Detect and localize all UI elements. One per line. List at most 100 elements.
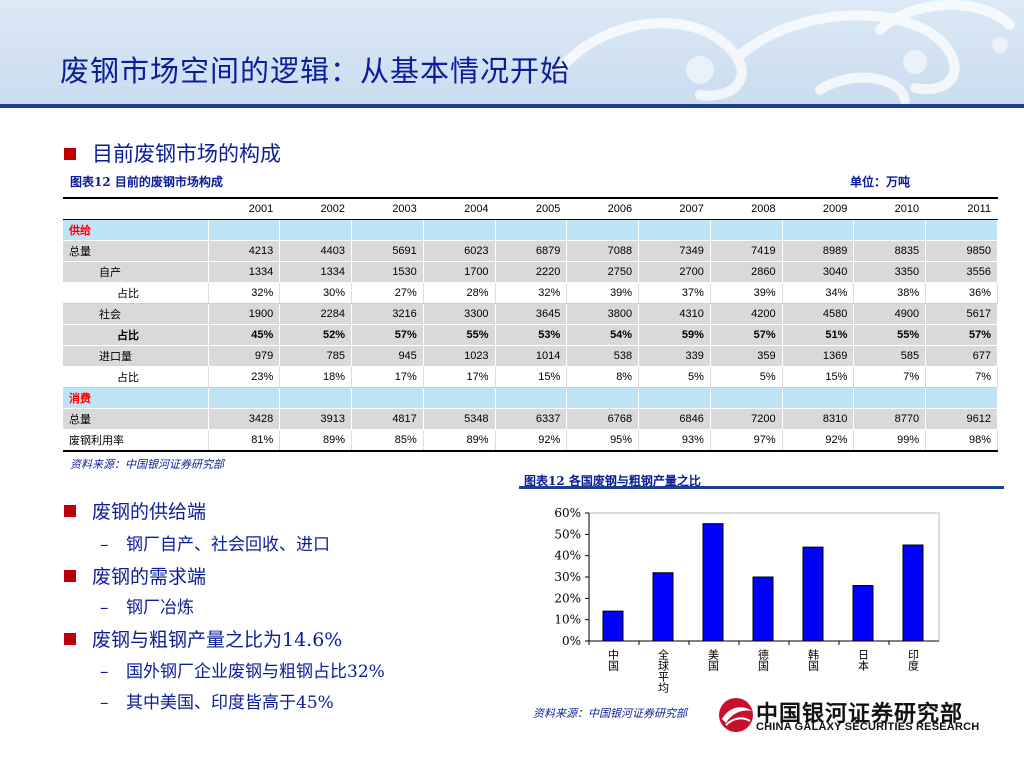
table-cell: 4310 (638, 303, 711, 325)
bullet-item: 废钢的需求端 (64, 562, 206, 589)
table-cell: 5% (710, 366, 783, 388)
table-cell (351, 387, 424, 409)
table-cell: 15% (495, 366, 568, 388)
table-cell (208, 387, 281, 409)
table-row: 进口量 979 785 945 1023 1014 538 339 359 1369 585 677 (63, 345, 998, 367)
table-cell: 5617 (925, 303, 998, 325)
table-cell: 979 (208, 345, 281, 367)
table-cell: 5% (638, 366, 711, 388)
table-cell: 6337 (495, 408, 568, 430)
year-header: 2009 (782, 197, 855, 220)
bullet-square-icon (64, 570, 76, 582)
table-cell: 2750 (566, 261, 640, 283)
chart-source: 资料来源：中国银河证券研究部 (533, 707, 687, 720)
y-tick-label: 50% (554, 527, 581, 541)
bullet-square-icon (64, 148, 76, 160)
table-cell: 37% (638, 282, 711, 304)
bullet-text: 废钢与粗钢产量之比为14.6% (92, 629, 343, 651)
scrap-steel-table: 2001 2002 2003 2004 2005 2006 2007 2008 2009 2010… (63, 197, 998, 452)
table-cell: 7349 (638, 240, 711, 262)
table-cell: 8% (566, 366, 640, 388)
table-cell: 32% (208, 282, 281, 304)
table-cell: 3556 (925, 261, 998, 283)
table-cell (710, 387, 783, 409)
year-header: 2008 (710, 197, 783, 220)
year-header: 2005 (495, 197, 568, 220)
y-tick-label: 60% (554, 506, 581, 520)
table-cell: 3350 (853, 261, 927, 283)
table-cell: 59% (638, 324, 711, 346)
sub-bullet-item: – 钢厂自产、社会回收、进口 (100, 530, 330, 555)
table-cell: 36% (925, 282, 998, 304)
table-cell: 8770 (853, 408, 927, 430)
table-cell: 3040 (782, 261, 855, 283)
table-cell: 81% (208, 429, 281, 452)
dash-icon: – (100, 662, 109, 682)
table-cell: 92% (782, 429, 855, 452)
table-cell (351, 219, 424, 241)
row-label: 占比 (63, 366, 209, 388)
x-tick-label: 日本 (857, 649, 870, 672)
table-cell: 57% (351, 324, 424, 346)
year-header: 2007 (638, 197, 711, 220)
table-cell (566, 387, 640, 409)
table-cell: 677 (925, 345, 998, 367)
header-underline (0, 104, 1024, 108)
table-cell: 1900 (208, 303, 281, 325)
table-unit: 单位：万吨 (850, 175, 911, 189)
table-cell: 54% (566, 324, 640, 346)
table-cell: 6768 (566, 408, 640, 430)
table-cell: 8310 (782, 408, 855, 430)
table-cell (925, 387, 998, 409)
sub-bullet-item: – 其中美国、印度皆高于45% (100, 688, 334, 713)
table-cell: 39% (710, 282, 783, 304)
bar (752, 576, 774, 642)
y-tick-label: 40% (554, 549, 581, 563)
table-cell (279, 219, 353, 241)
table-cell: 2284 (279, 303, 353, 325)
dash-icon: – (100, 535, 109, 555)
row-label: 占比 (63, 324, 209, 346)
row-label: 消费 (63, 387, 209, 409)
table-cell: 6846 (638, 408, 711, 430)
table-cell: 51% (782, 324, 855, 346)
table-cell: 4403 (279, 240, 353, 262)
table-cell: 17% (423, 366, 496, 388)
table-cell: 785 (279, 345, 353, 367)
table-cell: 359 (710, 345, 783, 367)
table-cell (495, 387, 568, 409)
table-row: 占比 45% 52% 57% 55% 53% 54% 59% 57% 51% 55% 57% (63, 324, 998, 346)
table-cell: 15% (782, 366, 855, 388)
table-cell (638, 219, 711, 241)
table-cell: 57% (710, 324, 783, 346)
row-label: 进口量 (63, 345, 209, 367)
sub-bullet-item: – 钢厂冶炼 (100, 593, 194, 618)
table-row: 废钢利用率 81% 89% 85% 89% 92% 95% 93% 97% 92% 99% 98% (63, 429, 998, 452)
table-cell (782, 219, 855, 241)
table-cell: 339 (638, 345, 711, 367)
table-cell: 1369 (782, 345, 855, 367)
bullet-square-icon (64, 505, 76, 517)
bar (602, 610, 624, 642)
table-cell: 945 (351, 345, 424, 367)
table-cell: 8835 (853, 240, 927, 262)
logo-text-cn: 中国银河证券研究部 (756, 702, 964, 727)
table-cell: 4200 (710, 303, 783, 325)
table-cell: 38% (853, 282, 927, 304)
table-cell: 9850 (925, 240, 998, 262)
bar (702, 523, 724, 642)
table-cell: 4817 (351, 408, 424, 430)
table-cell (782, 387, 855, 409)
table-cell (423, 387, 496, 409)
table-cell: 1014 (495, 345, 568, 367)
table-cell: 538 (566, 345, 640, 367)
row-label: 供给 (63, 219, 209, 241)
table-cell (208, 219, 281, 241)
table-cell (710, 219, 783, 241)
table-cell: 89% (279, 429, 353, 452)
row-label: 废钢利用率 (63, 429, 209, 452)
y-tick-label: 10% (554, 613, 581, 627)
table-cell: 92% (495, 429, 568, 452)
bar (902, 544, 924, 642)
table-cell: 585 (853, 345, 927, 367)
